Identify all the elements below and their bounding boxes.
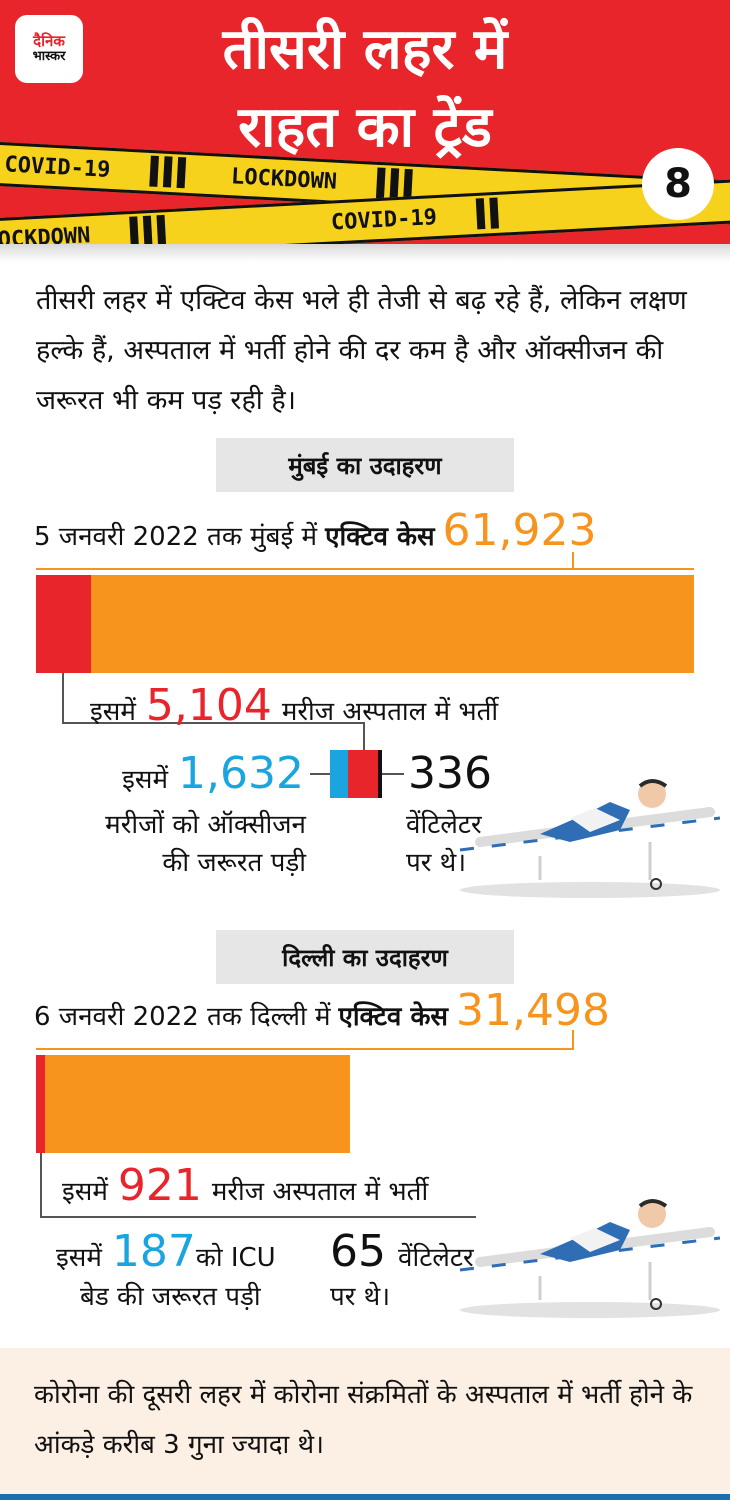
mumbai-ventilator-desc: वेंटिलेटर पर थे। [406,806,482,882]
delhi-icu-suffix: को ICU [195,1243,276,1273]
delhi-active-bar [36,1055,350,1153]
title-line-2: राहत का ट्रेंड [238,95,492,160]
page-number-badge: 8 [642,148,714,220]
delhi-hosp-prefix: इसमें [62,1177,108,1207]
mumbai-hospital-mini-bar [348,750,378,798]
delhi-active-label: एक्टिव केस [338,1002,448,1032]
delhi-ventilator-line: 65 वेंटिलेटर [330,1226,474,1277]
tape-word: COVID-19 [330,204,438,236]
connector-line [382,773,404,775]
delhi-vent-value: 65 [330,1226,386,1277]
delhi-vent-suffix: वेंटिलेटर [398,1243,474,1273]
mumbai-ventilator-bar [378,750,382,798]
mumbai-hospital-line: इसमें 5,104 मरीज अस्पताल में भर्ती [90,680,498,731]
mumbai-ventilator-line: 336 [408,748,492,799]
delhi-section-label: दिल्ली का उदाहरण [216,930,514,984]
header-banner: तीसरी लहर में राहत का ट्रेंड COVID-19 ▌▌… [0,0,730,262]
mumbai-span-arrow [36,568,694,570]
title-line-1: तीसरी लहर में [222,17,508,82]
mumbai-oxygen-line: इसमें 1,632 [122,748,304,799]
footer-note-text: कोरोना की दूसरी लहर में कोरोना संक्रमितो… [34,1380,693,1460]
connector-line [40,1216,476,1218]
delhi-icu-desc: बेड की जरूरत पड़ी [80,1282,261,1312]
mumbai-active-label: एक्टिव केस [325,522,435,552]
delhi-ventilator-desc: पर थे। [330,1282,391,1312]
intro-text: तीसरी लहर में एक्टिव केस भले ही तेजी से … [36,285,687,416]
delhi-span-arrow [36,1048,574,1050]
connector-line [40,1153,42,1217]
mumbai-oxygen-bar [330,750,348,798]
footer-note-box [0,1348,730,1494]
patient-on-bed-illustration [459,1199,720,1318]
bottom-strip [0,1494,730,1500]
mumbai-oxygen-desc: मरीजों को ऑक्सीजन की जरूरत पड़ी [40,806,306,882]
mumbai-active-cases-line: 5 जनवरी 2022 तक मुंबई में एक्टिव केस 61,… [34,505,597,556]
logo-text-1: दैनिक [33,32,65,50]
connector-line [363,722,365,750]
patient-on-bed-illustration [459,779,720,898]
tape-stripes: ▌▌ [475,198,505,230]
mumbai-active-value: 61,923 [442,505,597,556]
mumbai-hosp-value: 5,104 [145,680,272,731]
mumbai-hospital-bar [36,575,91,673]
mumbai-vent-desc-2: पर थे। [406,848,467,878]
mumbai-oxy-value: 1,632 [178,748,304,799]
mumbai-active-prefix: 5 जनवरी 2022 तक मुंबई में [34,522,318,552]
delhi-icu-prefix: इसमें [56,1243,102,1273]
mumbai-vent-value: 336 [408,748,492,799]
tape-word: LOCKDOWN [230,163,338,195]
delhi-active-value: 31,498 [456,985,610,1036]
connector-line [62,673,64,723]
logo-text-2: भास्कर [32,49,66,64]
tape-word: COVID-19 [3,151,111,183]
delhi-active-prefix: 6 जनवरी 2022 तक दिल्ली में [34,1002,331,1032]
mumbai-section-label: मुंबई का उदाहरण [216,438,514,492]
mumbai-oxy-desc-1: मरीजों को ऑक्सीजन [105,810,306,840]
connector-line [310,773,330,775]
delhi-arrow-tick [572,1030,574,1048]
mumbai-hosp-prefix: इसमें [90,697,136,727]
mumbai-vent-desc-1: वेंटिलेटर [406,810,482,840]
mumbai-arrow-tick [572,552,574,568]
mumbai-active-bar [36,575,694,673]
mumbai-oxy-desc-2: की जरूरत पड़ी [162,848,306,878]
delhi-icu-value: 187 [111,1226,196,1277]
delhi-hosp-value: 921 [117,1160,202,1211]
delhi-active-cases-line: 6 जनवरी 2022 तक दिल्ली में एक्टिव केस 31… [34,985,610,1036]
connector-line [62,722,364,724]
delhi-hospital-line: इसमें 921 मरीज अस्पताल में भर्ती [62,1160,428,1211]
header-shadow [0,244,730,262]
mumbai-hosp-suffix: मरीज अस्पताल में भर्ती [281,697,499,727]
delhi-hospital-bar [36,1055,45,1153]
tape-stripes: ▌▌▌ [149,156,192,190]
delhi-icu-line: इसमें 187 को ICU [56,1226,276,1277]
dainik-bhaskar-logo: दैनिक भास्कर [15,15,83,83]
delhi-hosp-suffix: मरीज अस्पताल में भर्ती [211,1177,429,1207]
mumbai-oxy-prefix: इसमें [122,765,169,795]
